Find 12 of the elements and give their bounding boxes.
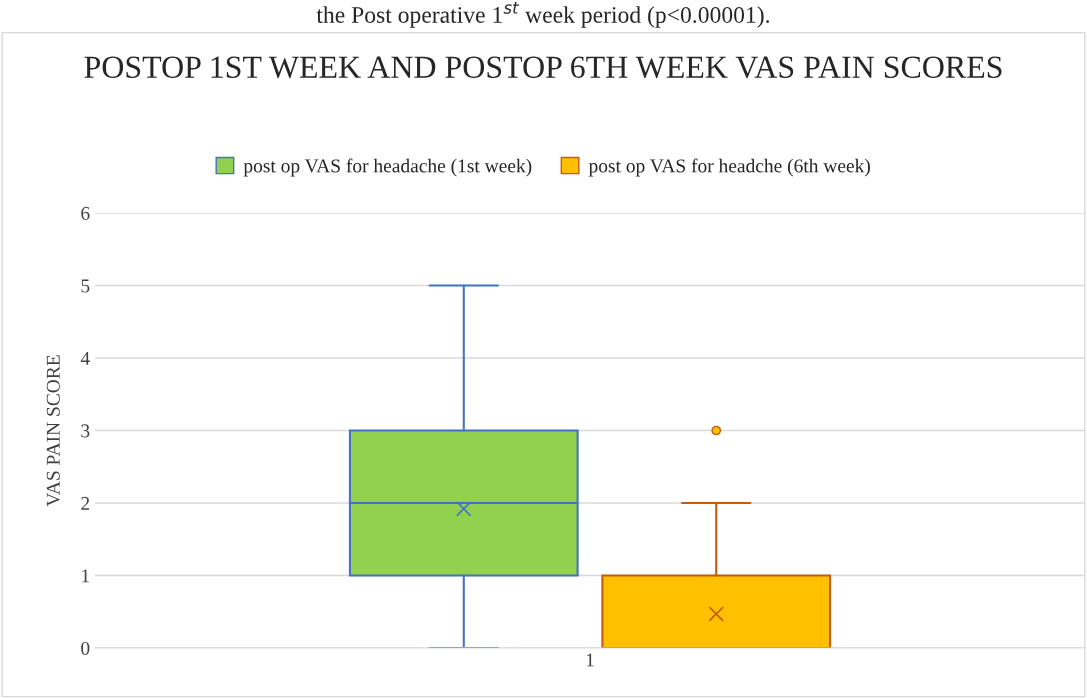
y-tick-label: 2 [81, 496, 90, 510]
y-tick-label: 5 [81, 279, 90, 293]
legend-label: post op VAS for headche (6th week) [588, 158, 870, 177]
y-tick-label: 6 [81, 206, 90, 220]
text: the Post operative 1$^{st}$ week period (p<0.00001). [316, 2, 769, 28]
y-tick-label: 0 [81, 641, 90, 655]
y-tick-label: 4 [80, 351, 90, 365]
legend-label: post op VAS for headache (1st week) [243, 158, 532, 177]
y-tick-label: 3 [81, 424, 90, 438]
chart-title: POSTOP 1ST WEEK AND POSTOP 6TH WEEK VAS PAIN SCORES [84, 56, 1002, 79]
y-axis-title: VAS PAIN SCORE [46, 355, 60, 507]
y-tick-label: 1 [82, 569, 89, 583]
